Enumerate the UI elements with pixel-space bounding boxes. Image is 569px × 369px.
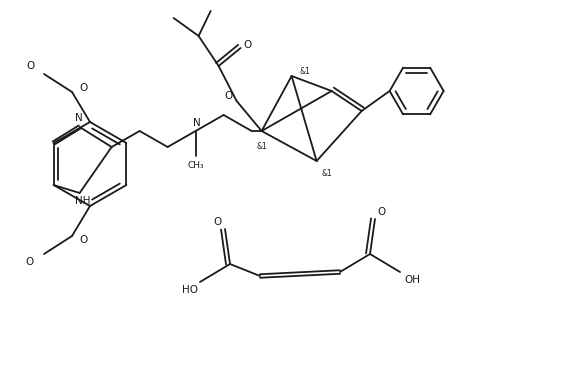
Text: CH₃: CH₃ bbox=[187, 161, 204, 169]
Text: O: O bbox=[225, 91, 233, 101]
Text: O: O bbox=[378, 207, 386, 217]
Text: O: O bbox=[244, 40, 251, 50]
Text: &1: &1 bbox=[321, 169, 332, 177]
Text: &1: &1 bbox=[257, 141, 267, 151]
Text: N: N bbox=[193, 118, 200, 128]
Text: &1: &1 bbox=[300, 66, 310, 76]
Text: O: O bbox=[80, 235, 88, 245]
Text: O: O bbox=[214, 217, 222, 227]
Text: N: N bbox=[75, 113, 83, 123]
Text: OH: OH bbox=[404, 275, 420, 285]
Text: HO: HO bbox=[182, 285, 198, 295]
Text: NH: NH bbox=[75, 196, 90, 206]
Text: O: O bbox=[80, 83, 88, 93]
Text: O: O bbox=[26, 257, 34, 267]
Text: O: O bbox=[26, 61, 34, 71]
